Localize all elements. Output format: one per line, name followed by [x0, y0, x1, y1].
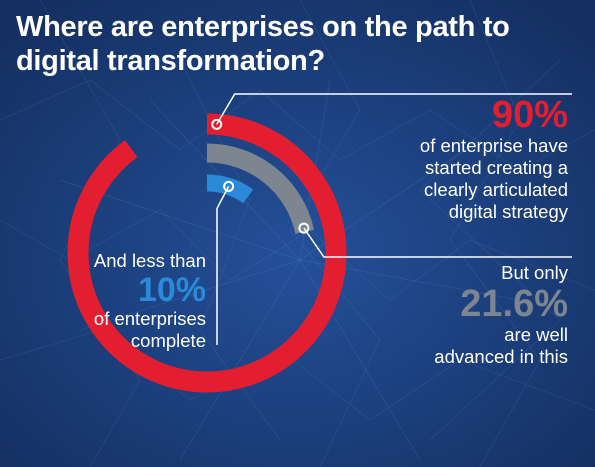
text-90-line-1: of enterprise have — [419, 135, 568, 156]
value-10: 10% — [137, 271, 206, 309]
intro-10: And less than — [93, 250, 206, 271]
text-90-line-4: digital strategy — [448, 201, 568, 222]
text-90-line-2: started creating a — [425, 157, 568, 178]
value-21-6: 21.6% — [460, 283, 568, 325]
text-21-6-line-1: are well — [504, 324, 568, 345]
text-10-line-2: complete — [130, 330, 206, 351]
callout-90-percent: 90% of enterprise have started creating … — [328, 95, 568, 223]
title-line-2: digital transformation? — [16, 45, 325, 77]
marker-dot-90 — [211, 118, 223, 130]
value-90: 90% — [491, 94, 568, 136]
text-90-line-3: clearly articulated — [424, 179, 568, 200]
leader-line-10 — [216, 186, 230, 345]
text-21-6-line-2: advanced in this — [434, 346, 568, 367]
leader-line-90 — [216, 93, 572, 125]
marker-dot-10 — [223, 180, 235, 192]
text-10-line-1: of enterprises — [93, 308, 206, 329]
page-title: Where are enterprises on the path to dig… — [16, 10, 576, 78]
arc-90-percent — [67, 113, 347, 393]
title-line-1: Where are enterprises on the path to — [16, 11, 510, 43]
leader-line-21-6 — [303, 227, 572, 258]
marker-dot-21-6 — [298, 222, 310, 234]
callout-21-6-percent: But only 21.6% are well advanced in this — [368, 262, 568, 368]
callout-10-percent: And less than 10% of enterprises complet… — [26, 250, 206, 352]
arc-21-6-percent — [206, 143, 315, 235]
intro-21-6: But only — [501, 262, 568, 283]
